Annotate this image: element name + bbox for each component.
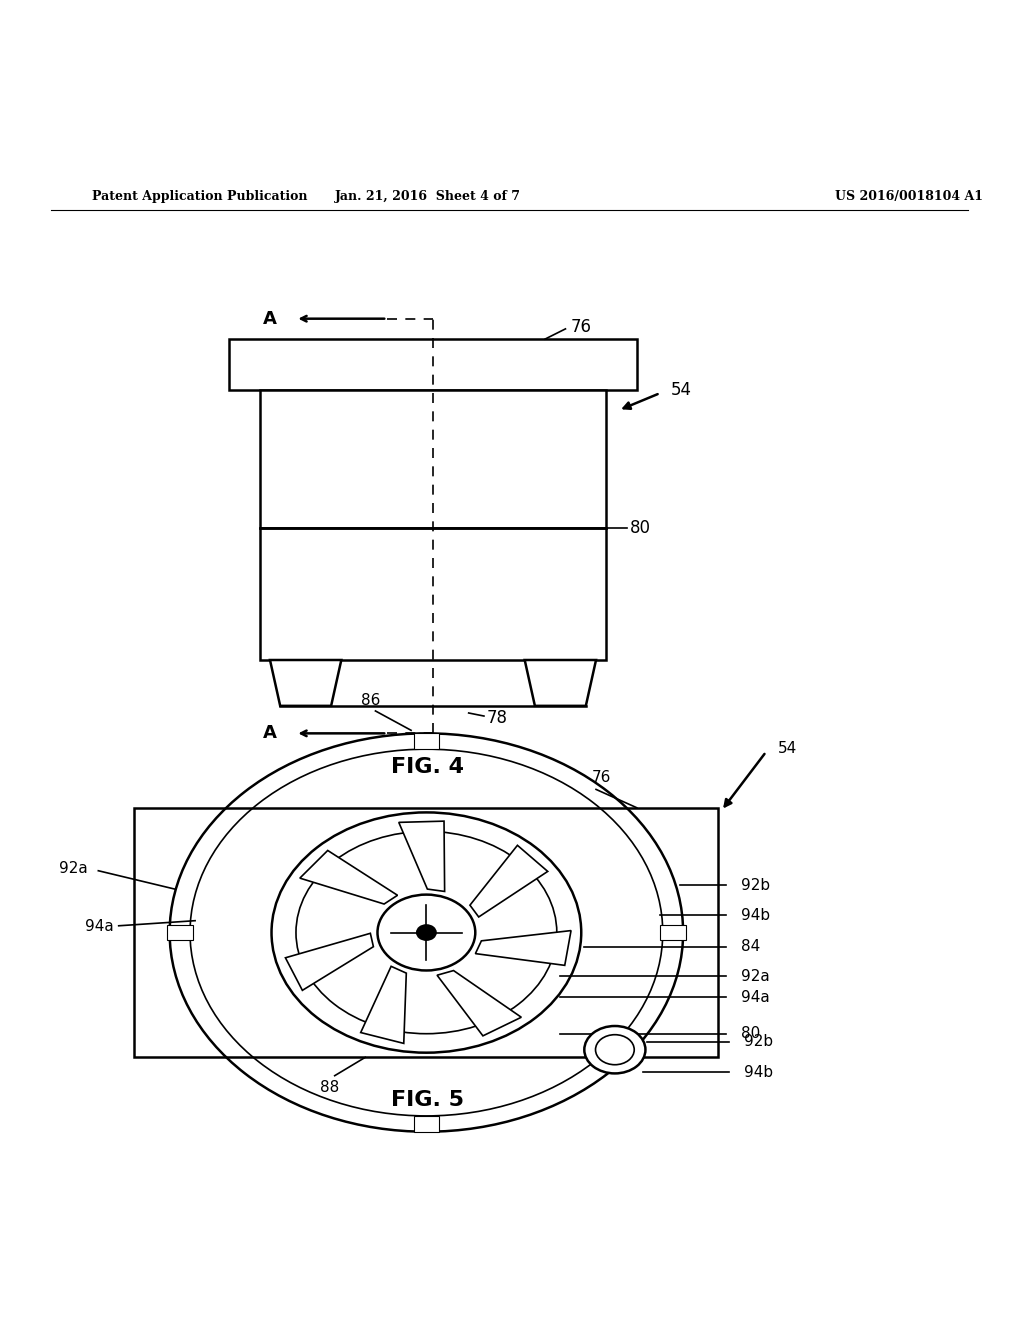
Text: 88: 88 <box>319 1080 339 1094</box>
Text: 86: 86 <box>360 693 380 708</box>
Text: 92b: 92b <box>740 878 770 892</box>
Text: Jan. 21, 2016  Sheet 4 of 7: Jan. 21, 2016 Sheet 4 of 7 <box>335 190 521 203</box>
Text: 94b: 94b <box>740 908 770 923</box>
Bar <box>414 734 439 750</box>
Bar <box>414 1115 439 1131</box>
Text: 80: 80 <box>630 519 650 536</box>
Bar <box>260 528 606 660</box>
Text: FIG. 4: FIG. 4 <box>391 756 465 777</box>
Polygon shape <box>398 821 444 891</box>
Text: 54: 54 <box>671 381 691 399</box>
Text: 94b: 94b <box>743 1065 773 1080</box>
Bar <box>167 924 193 940</box>
Polygon shape <box>524 660 596 706</box>
Text: 76: 76 <box>592 771 610 785</box>
Text: A: A <box>263 725 276 742</box>
Text: FIG. 5: FIG. 5 <box>391 1090 465 1110</box>
Text: US 2016/0018104 A1: US 2016/0018104 A1 <box>836 190 983 203</box>
Ellipse shape <box>585 1026 645 1073</box>
Bar <box>229 339 637 389</box>
Text: 92a: 92a <box>59 861 88 876</box>
Text: Patent Application Publication: Patent Application Publication <box>92 190 307 203</box>
Text: 84: 84 <box>740 940 760 954</box>
Text: 92a: 92a <box>740 969 769 983</box>
Ellipse shape <box>417 925 435 940</box>
Polygon shape <box>475 931 571 965</box>
Text: 78: 78 <box>487 709 508 727</box>
Polygon shape <box>286 933 374 990</box>
Polygon shape <box>437 970 521 1036</box>
Polygon shape <box>470 845 548 917</box>
Ellipse shape <box>378 895 475 970</box>
Bar <box>660 924 686 940</box>
Text: 80: 80 <box>740 1026 760 1041</box>
Polygon shape <box>300 850 397 904</box>
Polygon shape <box>270 660 341 706</box>
Bar <box>134 808 718 1057</box>
Ellipse shape <box>596 1035 634 1065</box>
Text: 54: 54 <box>777 741 797 756</box>
Text: 92b: 92b <box>743 1034 773 1049</box>
Bar <box>260 389 606 528</box>
Text: 94a: 94a <box>85 919 114 935</box>
Text: 76: 76 <box>570 318 592 335</box>
Text: 94a: 94a <box>740 990 769 1005</box>
Polygon shape <box>360 966 407 1043</box>
Text: A: A <box>263 310 276 327</box>
